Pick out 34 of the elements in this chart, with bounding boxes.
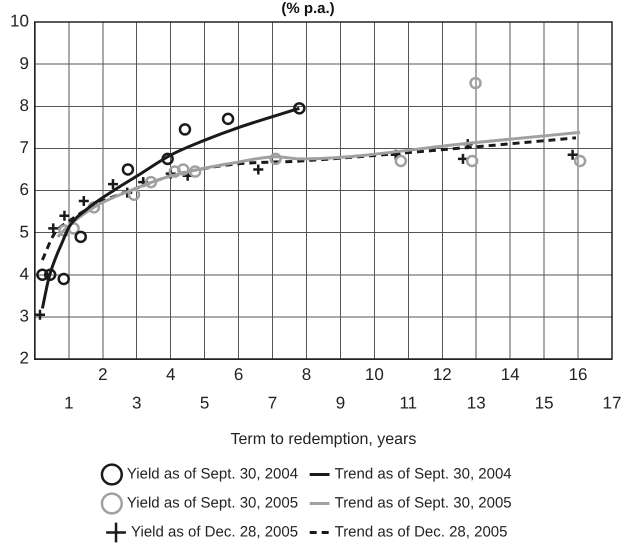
- legend-label: Trend as of Sept. 30, 2005: [334, 494, 512, 512]
- x2-tick-label: 17: [602, 393, 622, 412]
- legend-label: Trend as of Dec. 28, 2005: [334, 524, 508, 541]
- x-tick-label: 6: [234, 364, 244, 384]
- x2-tick-label: 11: [399, 393, 418, 412]
- x-tick-label: 16: [568, 364, 588, 384]
- x-tick-label: 2: [98, 364, 108, 384]
- x2-tick-label: 3: [132, 393, 142, 412]
- y-tick-label: 7: [19, 138, 29, 158]
- x-tick-label: 12: [432, 364, 452, 384]
- y-tick-label: 6: [19, 180, 29, 200]
- x-axis-title: Term to redemption, years: [230, 430, 416, 448]
- x2-tick-label: 1: [64, 393, 74, 412]
- x-tick-label: 4: [166, 364, 176, 384]
- x2-tick-label: 13: [466, 393, 486, 412]
- y-tick-label: 5: [19, 222, 29, 242]
- y-tick-label: 2: [19, 348, 29, 368]
- x-tick-label: 14: [500, 364, 520, 384]
- y-tick-label: 3: [19, 306, 29, 326]
- y-tick-label: 10: [10, 12, 29, 31]
- x2-tick-label: 7: [268, 393, 278, 412]
- x2-tick-label: 15: [534, 393, 554, 412]
- x-tick-label: 8: [302, 364, 312, 384]
- legend-label: Yield as of Sept. 30, 2004: [126, 466, 298, 483]
- y-tick-label: 4: [19, 264, 29, 284]
- y-tick-label: 8: [19, 96, 29, 115]
- legend-label: Yield as of Dec. 28, 2005: [131, 524, 298, 541]
- chart-title: (% p.a.): [281, 0, 335, 18]
- legend-label: Yield as of Sept. 30, 2005: [126, 494, 298, 512]
- y-tick-label: 9: [19, 54, 29, 73]
- x-tick-label: 10: [364, 364, 384, 384]
- x2-tick-label: 9: [336, 393, 346, 412]
- legend-label: Trend as of Sept. 30, 2004: [334, 466, 512, 483]
- x2-tick-label: 5: [200, 393, 210, 412]
